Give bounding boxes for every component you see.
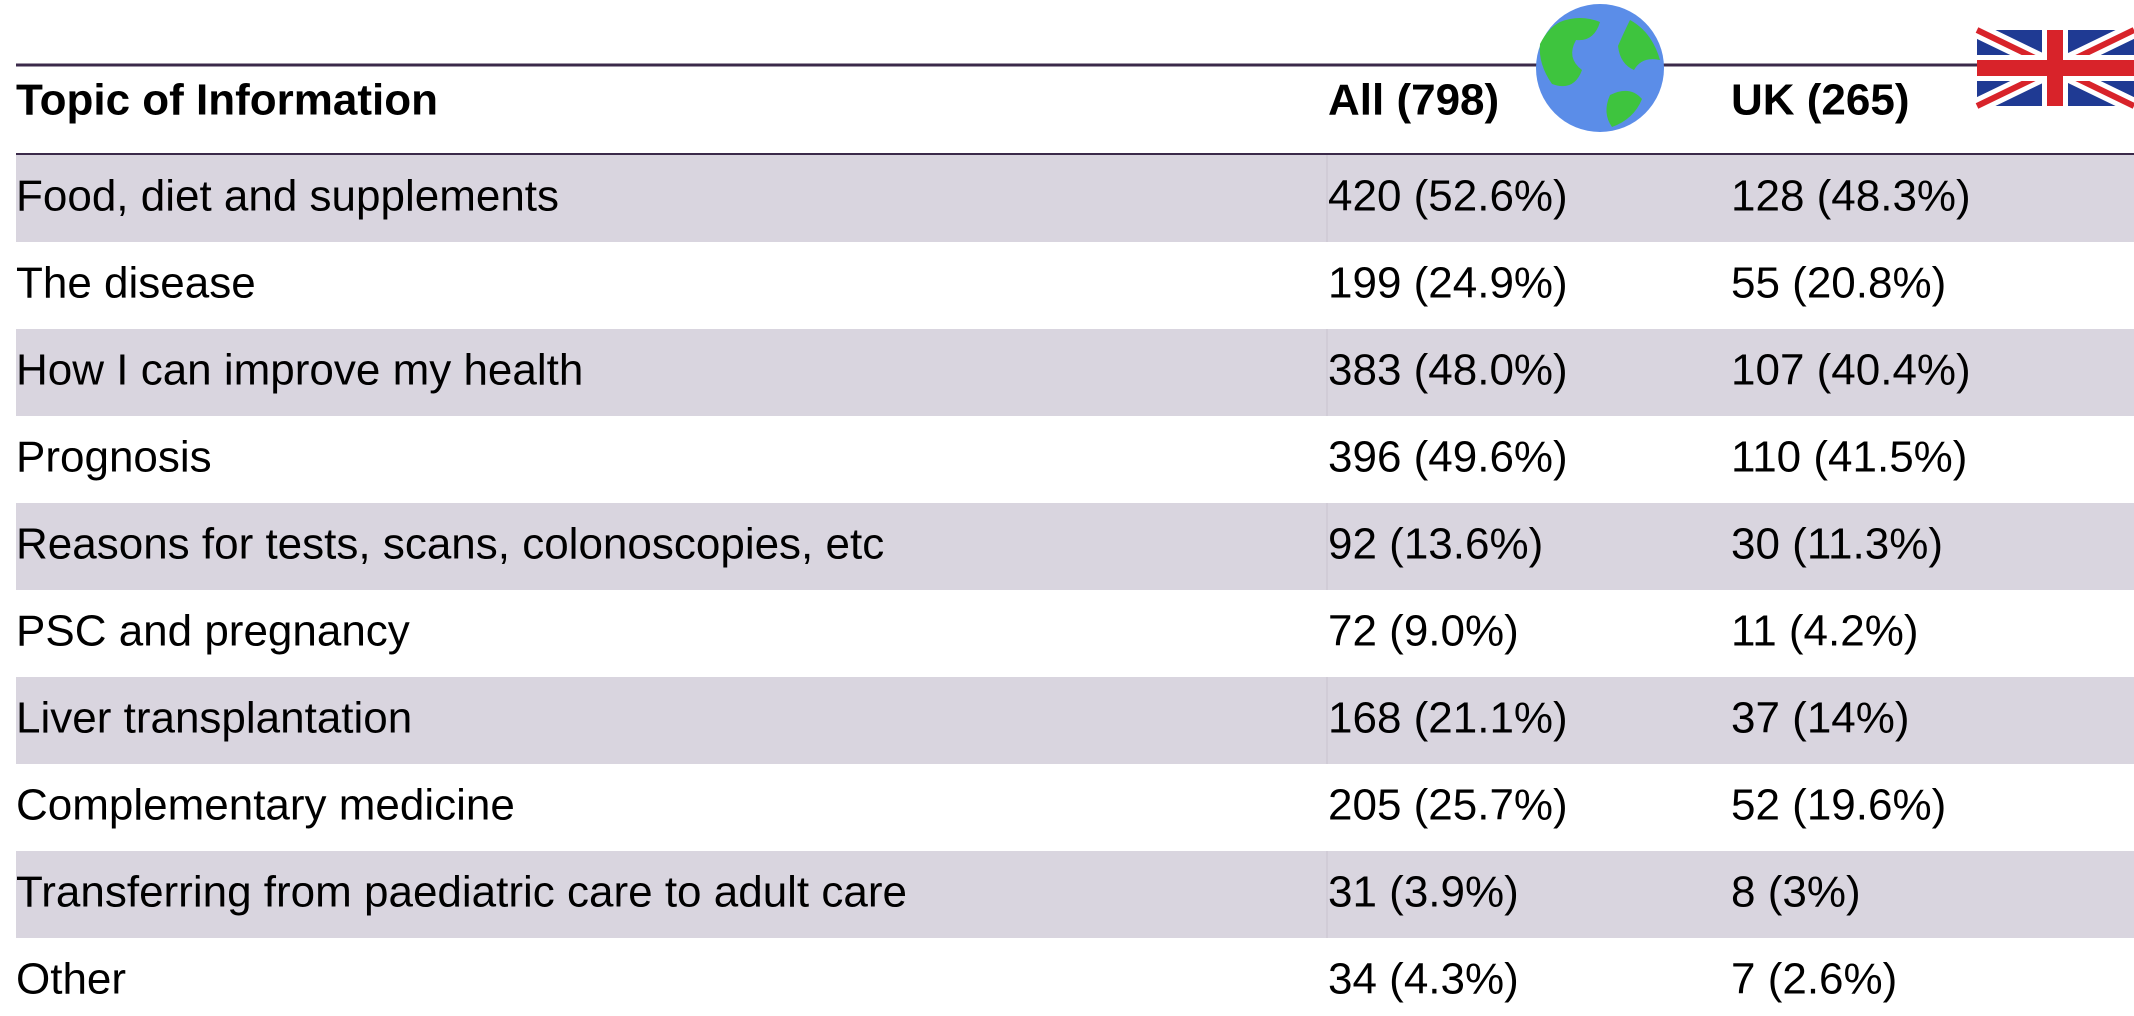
table-cell: PSC and pregnancy	[16, 607, 410, 656]
table-cell: How I can improve my health	[16, 346, 583, 395]
header-cell: UK (265)	[1731, 76, 1910, 125]
table-cell: 37 (14%)	[1731, 694, 1910, 743]
table-cell: 8 (3%)	[1731, 868, 1861, 917]
table-cell: 34 (4.3%)	[1328, 955, 1519, 1004]
table-cell: 11 (4.2%)	[1731, 607, 1919, 656]
globe-icon	[1536, 4, 1664, 132]
table-cell: Transferring from paediatric care to adu…	[16, 868, 907, 917]
table-cell: 31 (3.9%)	[1328, 868, 1519, 917]
row-shade	[16, 677, 2134, 764]
header-cell: All (798)	[1328, 76, 1499, 125]
table-cell: 30 (11.3%)	[1731, 520, 1943, 569]
table-cell: 396 (49.6%)	[1328, 433, 1568, 482]
row-shade	[16, 503, 2134, 590]
table-cell: 128 (48.3%)	[1731, 172, 1971, 221]
row-shade	[16, 155, 2134, 242]
table-cell: The disease	[16, 259, 256, 308]
table-cell: 52 (19.6%)	[1731, 781, 1946, 830]
uk-flag-icon	[1973, 22, 2134, 114]
table-cell: 55 (20.8%)	[1731, 259, 1946, 308]
table-body: Food, diet and supplements 420 (52.6%) 128…	[16, 155, 2134, 1004]
table-cell: 92 (13.6%)	[1328, 520, 1543, 569]
table-cell: Food, diet and supplements	[16, 172, 559, 221]
row-shade	[16, 329, 2134, 416]
table-cell: Reasons for tests, scans, colonoscopies,…	[16, 520, 884, 569]
table-cell: 383 (48.0%)	[1328, 346, 1568, 395]
table-cell: Other	[16, 955, 126, 1004]
table-cell: 107 (40.4%)	[1731, 346, 1971, 395]
table-cell: 420 (52.6%)	[1328, 172, 1568, 221]
table-cell: 168 (21.1%)	[1328, 694, 1568, 743]
table-cell: Complementary medicine	[16, 781, 515, 830]
table-cell: Liver transplantation	[16, 694, 412, 743]
row-shade	[16, 851, 2134, 938]
table-cell: 7 (2.6%)	[1731, 955, 1897, 1004]
table-cell: Prognosis	[16, 433, 212, 482]
table-cell: 110 (41.5%)	[1731, 433, 1967, 482]
table-cell: 205 (25.7%)	[1328, 781, 1568, 830]
table-cell: 199 (24.9%)	[1328, 259, 1568, 308]
table-cell: 72 (9.0%)	[1328, 607, 1519, 656]
header-cell: Topic of Information	[16, 76, 438, 125]
